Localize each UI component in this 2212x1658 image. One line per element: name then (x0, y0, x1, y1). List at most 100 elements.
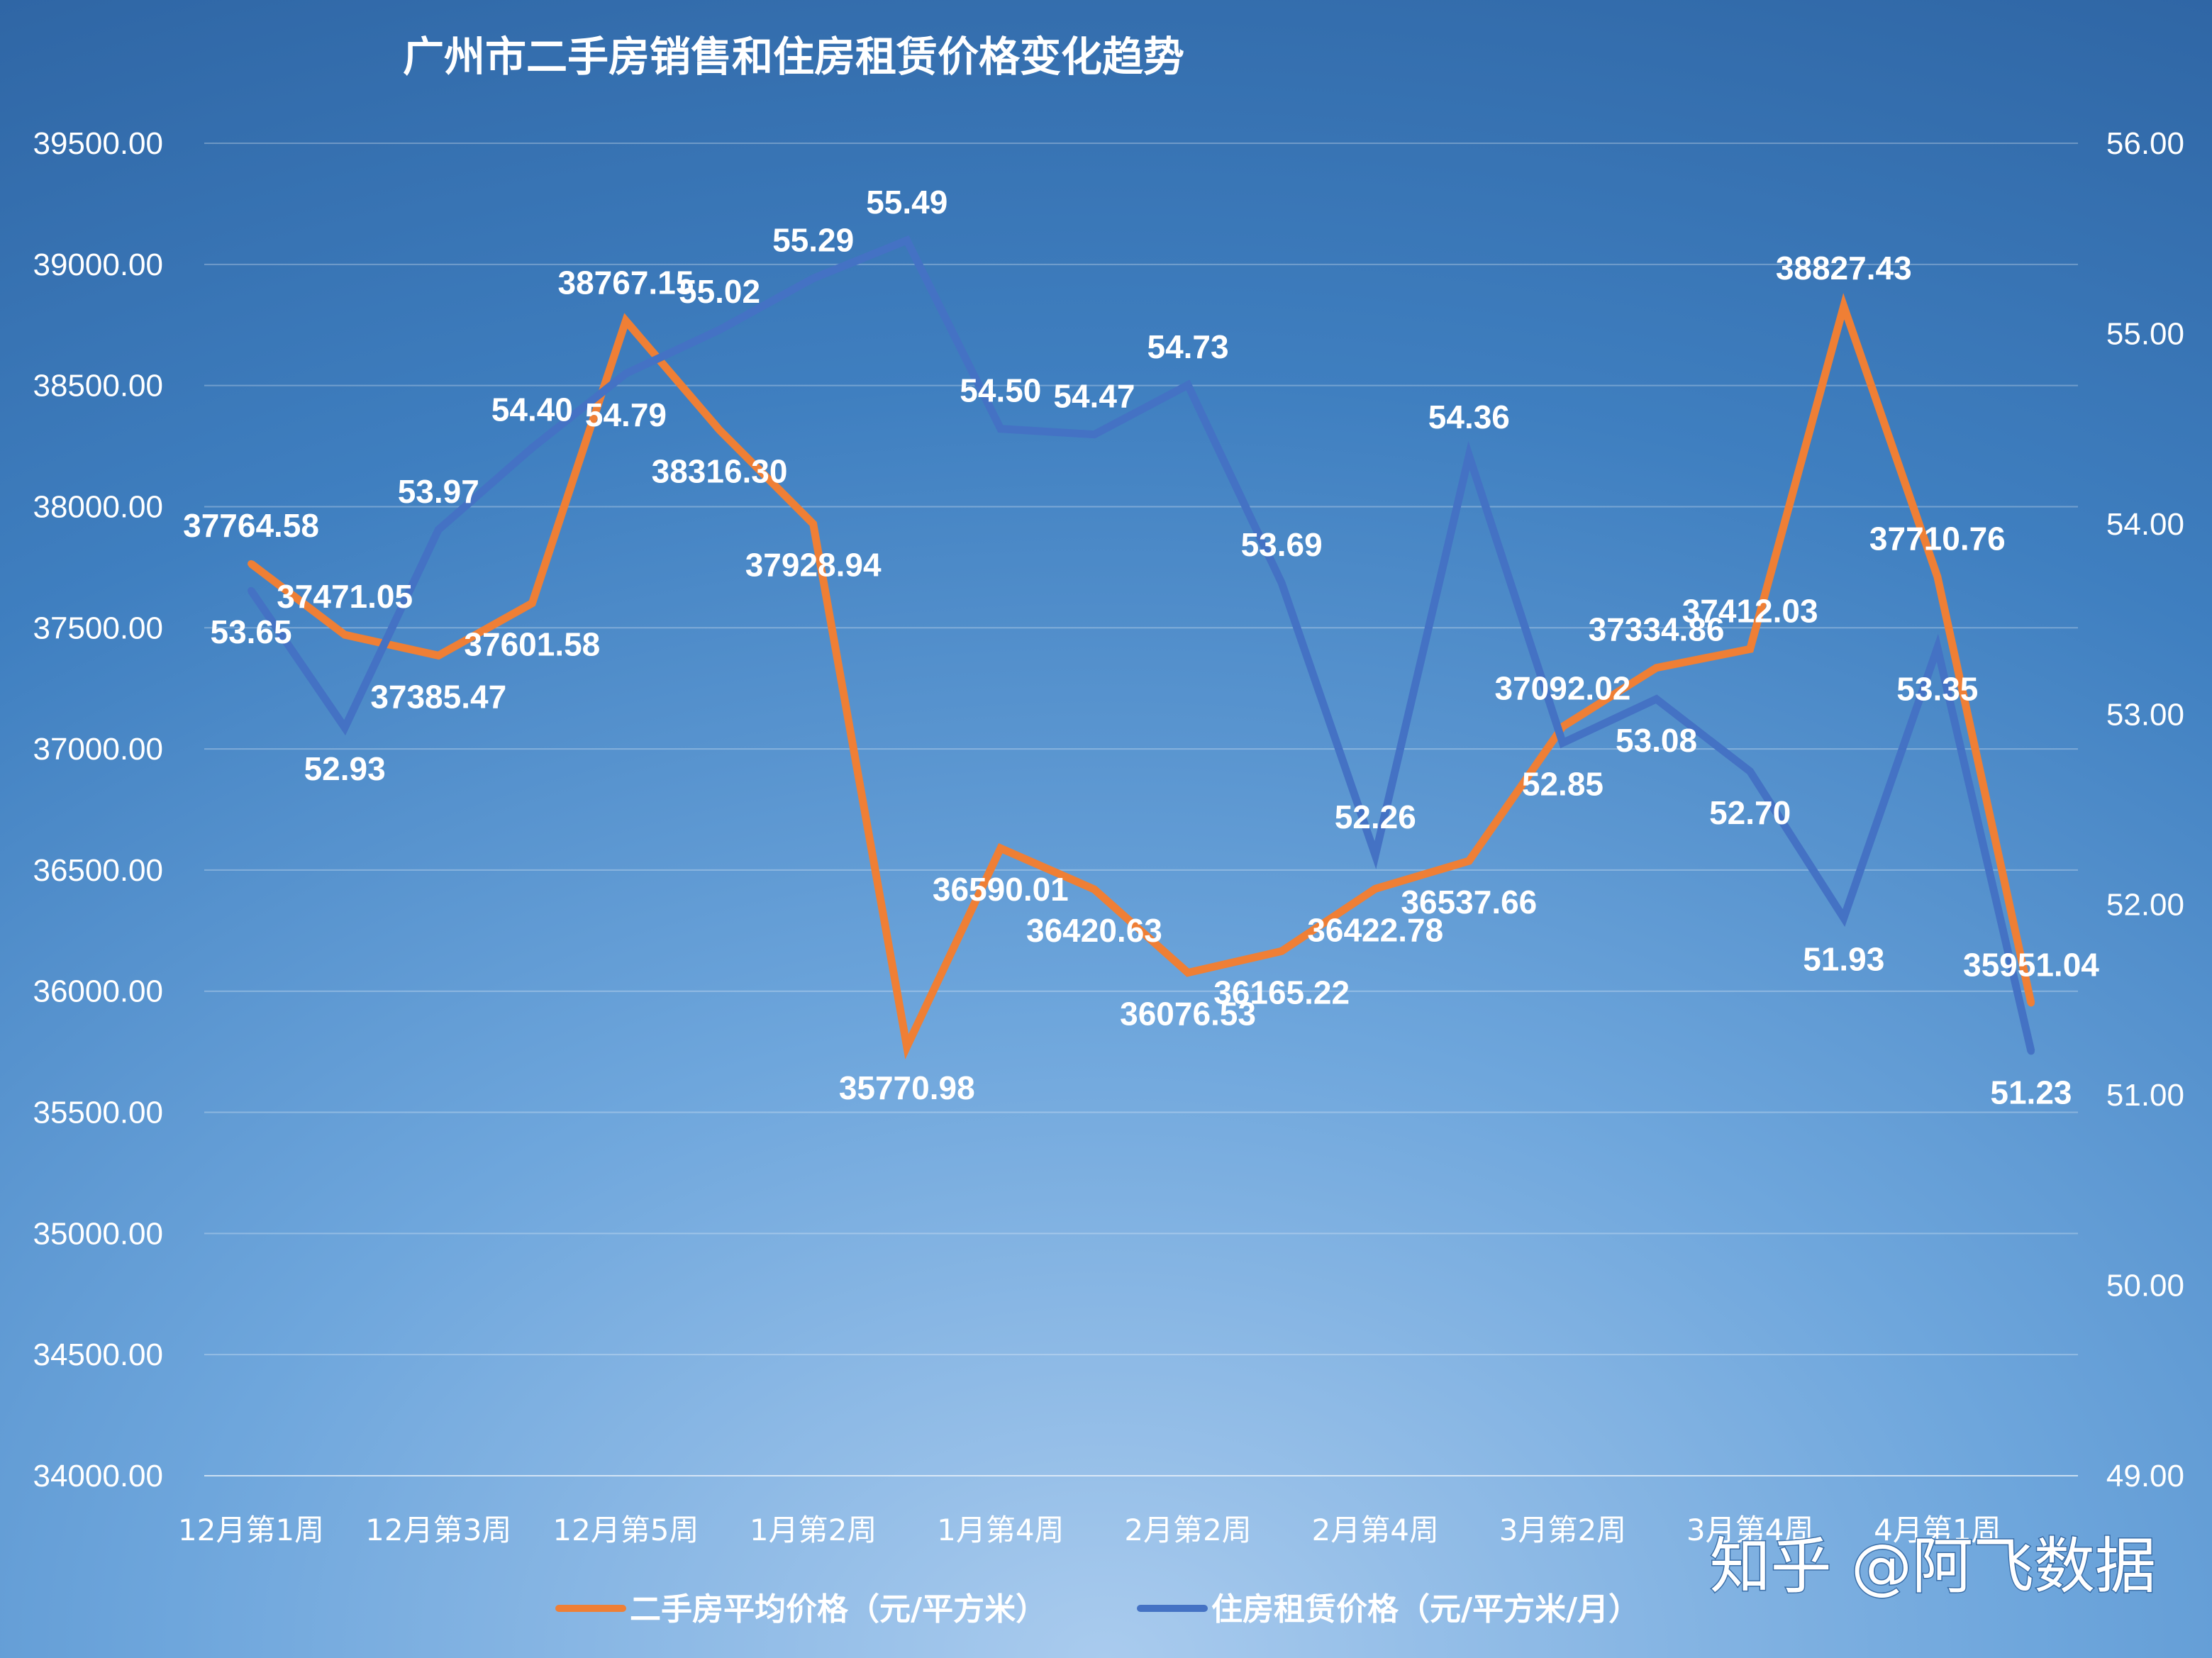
data-label-rent-price: 52.26 (1335, 799, 1416, 835)
right-y-tick-label: 56.00 (2106, 126, 2184, 161)
data-point-rent-price (1652, 695, 1660, 703)
data-point-resale-price (435, 652, 443, 660)
series-layer (248, 235, 2035, 1059)
right-y-tick-label: 55.00 (2106, 316, 2184, 351)
left-y-tick-label: 34000.00 (33, 1459, 163, 1493)
data-label-resale-price: 37601.58 (464, 626, 600, 663)
right-y-tick-label: 52.00 (2106, 888, 2184, 923)
right-y-tick-label: 54.00 (2106, 507, 2184, 542)
data-label-resale-price: 37092.02 (1495, 670, 1631, 707)
legend-label-resale-price: 二手房平均价格（元/平方米） (630, 1591, 1047, 1628)
data-label-rent-price: 55.49 (866, 184, 947, 221)
data-point-rent-price (1278, 579, 1286, 587)
x-tick-label: 2月第2周 (1124, 1513, 1251, 1547)
left-y-tick-label: 39500.00 (33, 126, 163, 161)
left-y-tick-label: 36500.00 (33, 853, 163, 888)
x-tick-label: 1月第2周 (750, 1513, 877, 1547)
legend-label-rent-price: 住房租赁价格（元/平方米/月） (1211, 1591, 1640, 1628)
data-point-resale-price (809, 520, 817, 528)
data-point-rent-price (1372, 851, 1379, 859)
right-y-tick-label: 49.00 (2106, 1459, 2184, 1493)
data-label-resale-price: 37710.76 (1869, 520, 2006, 557)
data-label-resale-price: 37412.03 (1682, 592, 1818, 629)
data-label-resale-price: 35951.04 (1963, 946, 2099, 983)
series-line-rent-price (248, 235, 2035, 1052)
left-y-tick-label: 37000.00 (33, 732, 163, 767)
right-y-tick-label: 53.00 (2106, 697, 2184, 732)
data-point-rent-price (1184, 381, 1192, 389)
data-point-rent-price (341, 724, 349, 732)
data-label-rent-price: 51.93 (1803, 941, 1884, 978)
data-point-rent-price (528, 444, 536, 452)
data-point-rent-price (435, 525, 443, 533)
x-tick-label: 12月第1周 (178, 1513, 324, 1547)
data-label-rent-price: 54.36 (1428, 399, 1510, 435)
data-label-resale-price: 38827.43 (1776, 250, 1912, 286)
data-label-resale-price: 36590.01 (933, 871, 1069, 908)
data-label-rent-price: 53.08 (1616, 722, 1697, 759)
data-point-rent-price (1933, 644, 1941, 652)
data-label-resale-price: 36422.78 (1307, 911, 1443, 948)
left-y-tick-label: 39000.00 (33, 247, 163, 282)
x-axis: 12月第1周 12月第3周 12月第5周 1月第2周 1月第4周 2月第2周 2月第4周 3月… (178, 1475, 2078, 1547)
x-tick-label: 12月第3周 (365, 1513, 511, 1547)
data-label-rent-price: 54.50 (960, 372, 1041, 409)
left-y-tick-label: 36000.00 (33, 974, 163, 1009)
data-point-resale-price (1746, 645, 1754, 653)
data-label-rent-price: 53.69 (1241, 526, 1323, 563)
data-label-rent-price: 51.23 (1990, 1074, 2072, 1111)
data-point-rent-price (716, 326, 723, 334)
right-y-tick-label: 50.00 (2106, 1269, 2184, 1303)
left-y-tick-label: 38000.00 (33, 489, 163, 524)
data-label-rent-price: 55.02 (679, 273, 760, 310)
left-y-tick-label: 35000.00 (33, 1216, 163, 1251)
data-label-resale-price: 37471.05 (277, 578, 413, 615)
x-tick-label: 4月第1周 (1874, 1513, 2001, 1547)
data-point-resale-price (1840, 302, 1847, 310)
data-label-rent-price: 54.73 (1147, 328, 1228, 365)
chart-title: 广州市二手房销售和住房租赁价格变化趋势 (403, 33, 1184, 81)
data-point-rent-price (996, 425, 1004, 433)
data-label-rent-price: 55.29 (772, 222, 854, 259)
data-label-resale-price: 36165.22 (1213, 974, 1350, 1011)
data-label-rent-price: 53.35 (1896, 670, 1978, 707)
data-point-rent-price (1465, 452, 1473, 460)
data-point-resale-price (341, 631, 349, 639)
data-point-resale-price (903, 1042, 911, 1050)
x-tick-label: 12月第5周 (552, 1513, 699, 1547)
data-label-resale-price: 36420.63 (1026, 912, 1162, 949)
data-label-resale-price: 38316.30 (652, 452, 788, 489)
data-point-resale-price (1933, 573, 1941, 581)
data-label-resale-price: 37928.94 (745, 547, 882, 584)
data-point-resale-price (1184, 969, 1192, 977)
data-label-rent-price: 54.47 (1053, 378, 1135, 415)
data-label-rent-price: 54.40 (491, 391, 573, 428)
data-label-rent-price: 53.65 (210, 613, 291, 650)
watermark-text: 知乎 @阿飞数据 (1710, 1531, 2156, 1602)
data-point-resale-price (1372, 885, 1379, 893)
data-point-resale-price (622, 317, 630, 325)
left-y-tick-label: 35500.00 (33, 1096, 163, 1130)
x-tick-label: 2月第4周 (1312, 1513, 1439, 1547)
right-y-axis: 49.00 50.00 51.00 52.00 53.00 54.00 55.00 56.00 (2106, 126, 2184, 1493)
series-line-resale-price (248, 293, 2035, 1059)
data-point-rent-price (903, 236, 911, 244)
data-label-rent-price: 52.70 (1709, 794, 1791, 831)
data-point-resale-price (1465, 857, 1473, 865)
data-point-rent-price (248, 586, 255, 594)
data-label-resale-price: 37385.47 (370, 678, 506, 715)
left-y-tick-label: 34500.00 (33, 1337, 163, 1372)
right-y-tick-label: 51.00 (2106, 1078, 2184, 1113)
data-label-resale-price: 36076.53 (1120, 996, 1256, 1033)
data-point-resale-price (1278, 947, 1286, 955)
left-y-tick-label: 37500.00 (33, 611, 163, 645)
data-label-resale-price: 38767.15 (558, 264, 694, 301)
left-y-tick-label: 38500.00 (33, 369, 163, 404)
data-label-rent-price: 52.85 (1522, 766, 1604, 803)
data-point-rent-price (1746, 767, 1754, 775)
gridlines (204, 143, 2078, 1476)
data-point-rent-price (1090, 430, 1098, 438)
